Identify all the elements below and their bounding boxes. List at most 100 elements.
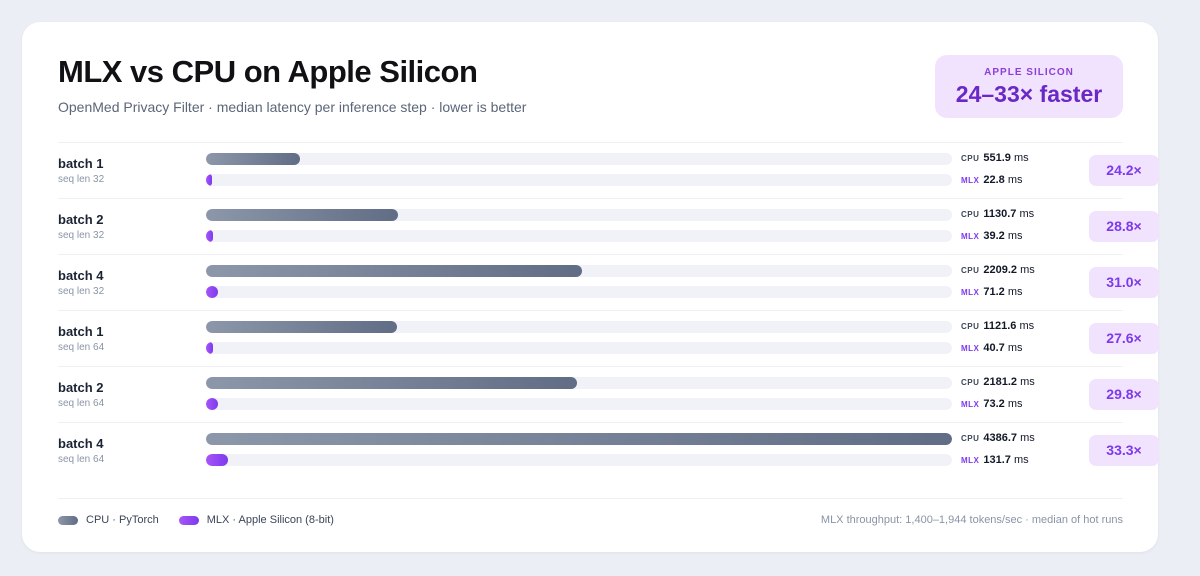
cpu-value: CPU 551.9 ms — [961, 152, 1029, 164]
cpu-bar — [206, 377, 577, 389]
speedup-badge: 24.2× — [1089, 155, 1159, 186]
mlx-value: MLX 40.7 ms — [961, 342, 1023, 354]
row-label: batch 4 — [58, 268, 104, 283]
legend-swatch-mlx — [178, 515, 199, 525]
mlx-value: MLX 73.2 ms — [961, 398, 1023, 410]
row-label: batch 1 — [58, 156, 104, 171]
mlx-value: MLX 22.8 ms — [961, 174, 1023, 186]
mlx-value-number: 39.2 — [983, 230, 1005, 242]
mlx-tag: MLX — [961, 232, 980, 241]
badge-kicker: APPLE SILICON — [984, 67, 1074, 78]
footnote: MLX throughput: 1,400–1,944 tokens/sec ·… — [820, 514, 1123, 526]
legend-label-mlx: MLX · Apple Silicon (8-bit) — [206, 514, 334, 526]
mlx-bar-track — [206, 174, 952, 186]
speedup-badge: 27.6× — [1089, 323, 1159, 354]
mlx-value-unit: ms — [1007, 286, 1023, 298]
mlx-value-unit: ms — [1013, 454, 1029, 466]
mlx-bar-track — [206, 342, 952, 354]
mlx-bar-track — [206, 454, 952, 466]
chart-title: MLX vs CPU on Apple Silicon — [58, 54, 478, 89]
mlx-bar — [206, 174, 212, 186]
cpu-tag: CPU — [961, 210, 980, 219]
benchmark-row: batch 2 seq len 32 CPU 1130.7 ms MLX 39.2 ms 2… — [58, 199, 1159, 255]
mlx-bar-track — [206, 398, 952, 410]
legend-swatch-cpu — [58, 515, 78, 525]
cpu-tag: CPU — [961, 266, 980, 275]
benchmark-rows: batch 1 seq len 32 CPU 551.9 ms MLX 22.8 ms 24… — [58, 143, 1159, 479]
cpu-value-number: 1130.7 — [983, 208, 1017, 220]
cpu-bar-track — [206, 377, 952, 389]
row-label: batch 4 — [58, 436, 104, 451]
chart-subtitle: OpenMed Privacy Filter · median latency … — [58, 99, 527, 115]
mlx-value: MLX 131.7 ms — [961, 454, 1029, 466]
benchmark-row: batch 4 seq len 64 CPU 4386.7 ms MLX 131.7 ms… — [58, 423, 1159, 479]
cpu-bar — [206, 265, 582, 277]
cpu-tag: CPU — [961, 322, 980, 331]
cpu-bar — [206, 433, 952, 445]
mlx-value-unit: ms — [1007, 174, 1023, 186]
mlx-bar-track — [206, 230, 952, 242]
cpu-tag: CPU — [961, 434, 980, 443]
mlx-value-number: 71.2 — [983, 286, 1005, 298]
legend-label-cpu: CPU · PyTorch — [86, 514, 159, 526]
mlx-tag: MLX — [961, 288, 980, 297]
cpu-value-unit: ms — [1020, 376, 1035, 388]
speedup-badge: 31.0× — [1089, 267, 1159, 298]
cpu-bar — [206, 153, 300, 165]
chart-card: MLX vs CPU on Apple Silicon OpenMed Priv… — [22, 22, 1159, 552]
mlx-value-unit: ms — [1007, 342, 1023, 354]
speedup-badge: 33.3× — [1089, 435, 1159, 466]
mlx-bar — [206, 398, 219, 410]
row-label: batch 1 — [58, 324, 104, 339]
benchmark-row: batch 1 seq len 32 CPU 551.9 ms MLX 22.8 ms 24… — [58, 143, 1159, 199]
mlx-value-number: 40.7 — [983, 342, 1005, 354]
row-sublabel: seq len 32 — [58, 174, 105, 185]
cpu-bar-track — [206, 153, 952, 165]
cpu-value: CPU 2181.2 ms — [961, 376, 1035, 388]
benchmark-row: batch 1 seq len 64 CPU 1121.6 ms MLX 40.7 ms 2… — [58, 311, 1159, 367]
cpu-tag: CPU — [961, 378, 980, 387]
mlx-value-number: 73.2 — [983, 398, 1005, 410]
cpu-value-number: 2209.2 — [983, 264, 1018, 276]
cpu-value: CPU 2209.2 ms — [961, 264, 1035, 276]
cpu-tag: CPU — [961, 154, 980, 163]
legend-item-mlx: MLX · Apple Silicon (8-bit) — [178, 514, 334, 526]
row-sublabel: seq len 64 — [58, 398, 105, 409]
mlx-value: MLX 39.2 ms — [961, 230, 1023, 242]
cpu-value-unit: ms — [1019, 320, 1035, 332]
cpu-value-unit: ms — [1019, 208, 1035, 220]
cpu-value: CPU 1121.6 ms — [961, 320, 1034, 332]
divider — [58, 498, 1123, 499]
speedup-badge: 29.8× — [1089, 379, 1159, 410]
legend: CPU · PyTorch MLX · Apple Silicon (8-bit… — [58, 514, 354, 526]
mlx-tag: MLX — [961, 456, 980, 465]
legend-item-cpu: CPU · PyTorch — [58, 514, 159, 526]
cpu-value-unit: ms — [1013, 152, 1029, 164]
cpu-bar — [206, 209, 399, 221]
cpu-value-number: 1121.6 — [983, 320, 1017, 332]
cpu-bar-track — [206, 433, 952, 445]
mlx-bar — [206, 286, 219, 298]
row-sublabel: seq len 64 — [58, 454, 105, 465]
benchmark-row: batch 2 seq len 64 CPU 2181.2 ms MLX 73.2 ms 2… — [58, 367, 1159, 423]
cpu-value-number: 4386.7 — [983, 432, 1018, 444]
cpu-bar-track — [206, 265, 952, 277]
cpu-value-number: 551.9 — [983, 152, 1011, 164]
cpu-value-unit: ms — [1020, 264, 1035, 276]
row-label: batch 2 — [58, 212, 104, 227]
mlx-tag: MLX — [961, 400, 980, 409]
cpu-bar-track — [206, 321, 952, 333]
speedup-summary-badge: APPLE SILICON 24–33× faster — [935, 55, 1123, 118]
speedup-badge: 28.8× — [1089, 211, 1159, 242]
mlx-tag: MLX — [961, 344, 980, 353]
mlx-bar-track — [206, 286, 952, 298]
mlx-value-unit: ms — [1007, 230, 1023, 242]
cpu-bar-track — [206, 209, 952, 221]
row-label: batch 2 — [58, 380, 104, 395]
mlx-bar — [206, 454, 229, 466]
mlx-value-number: 131.7 — [983, 454, 1011, 466]
divider — [58, 142, 1123, 143]
badge-value: 24–33× faster — [955, 81, 1103, 107]
cpu-bar — [206, 321, 397, 333]
mlx-value: MLX 71.2 ms — [961, 286, 1023, 298]
